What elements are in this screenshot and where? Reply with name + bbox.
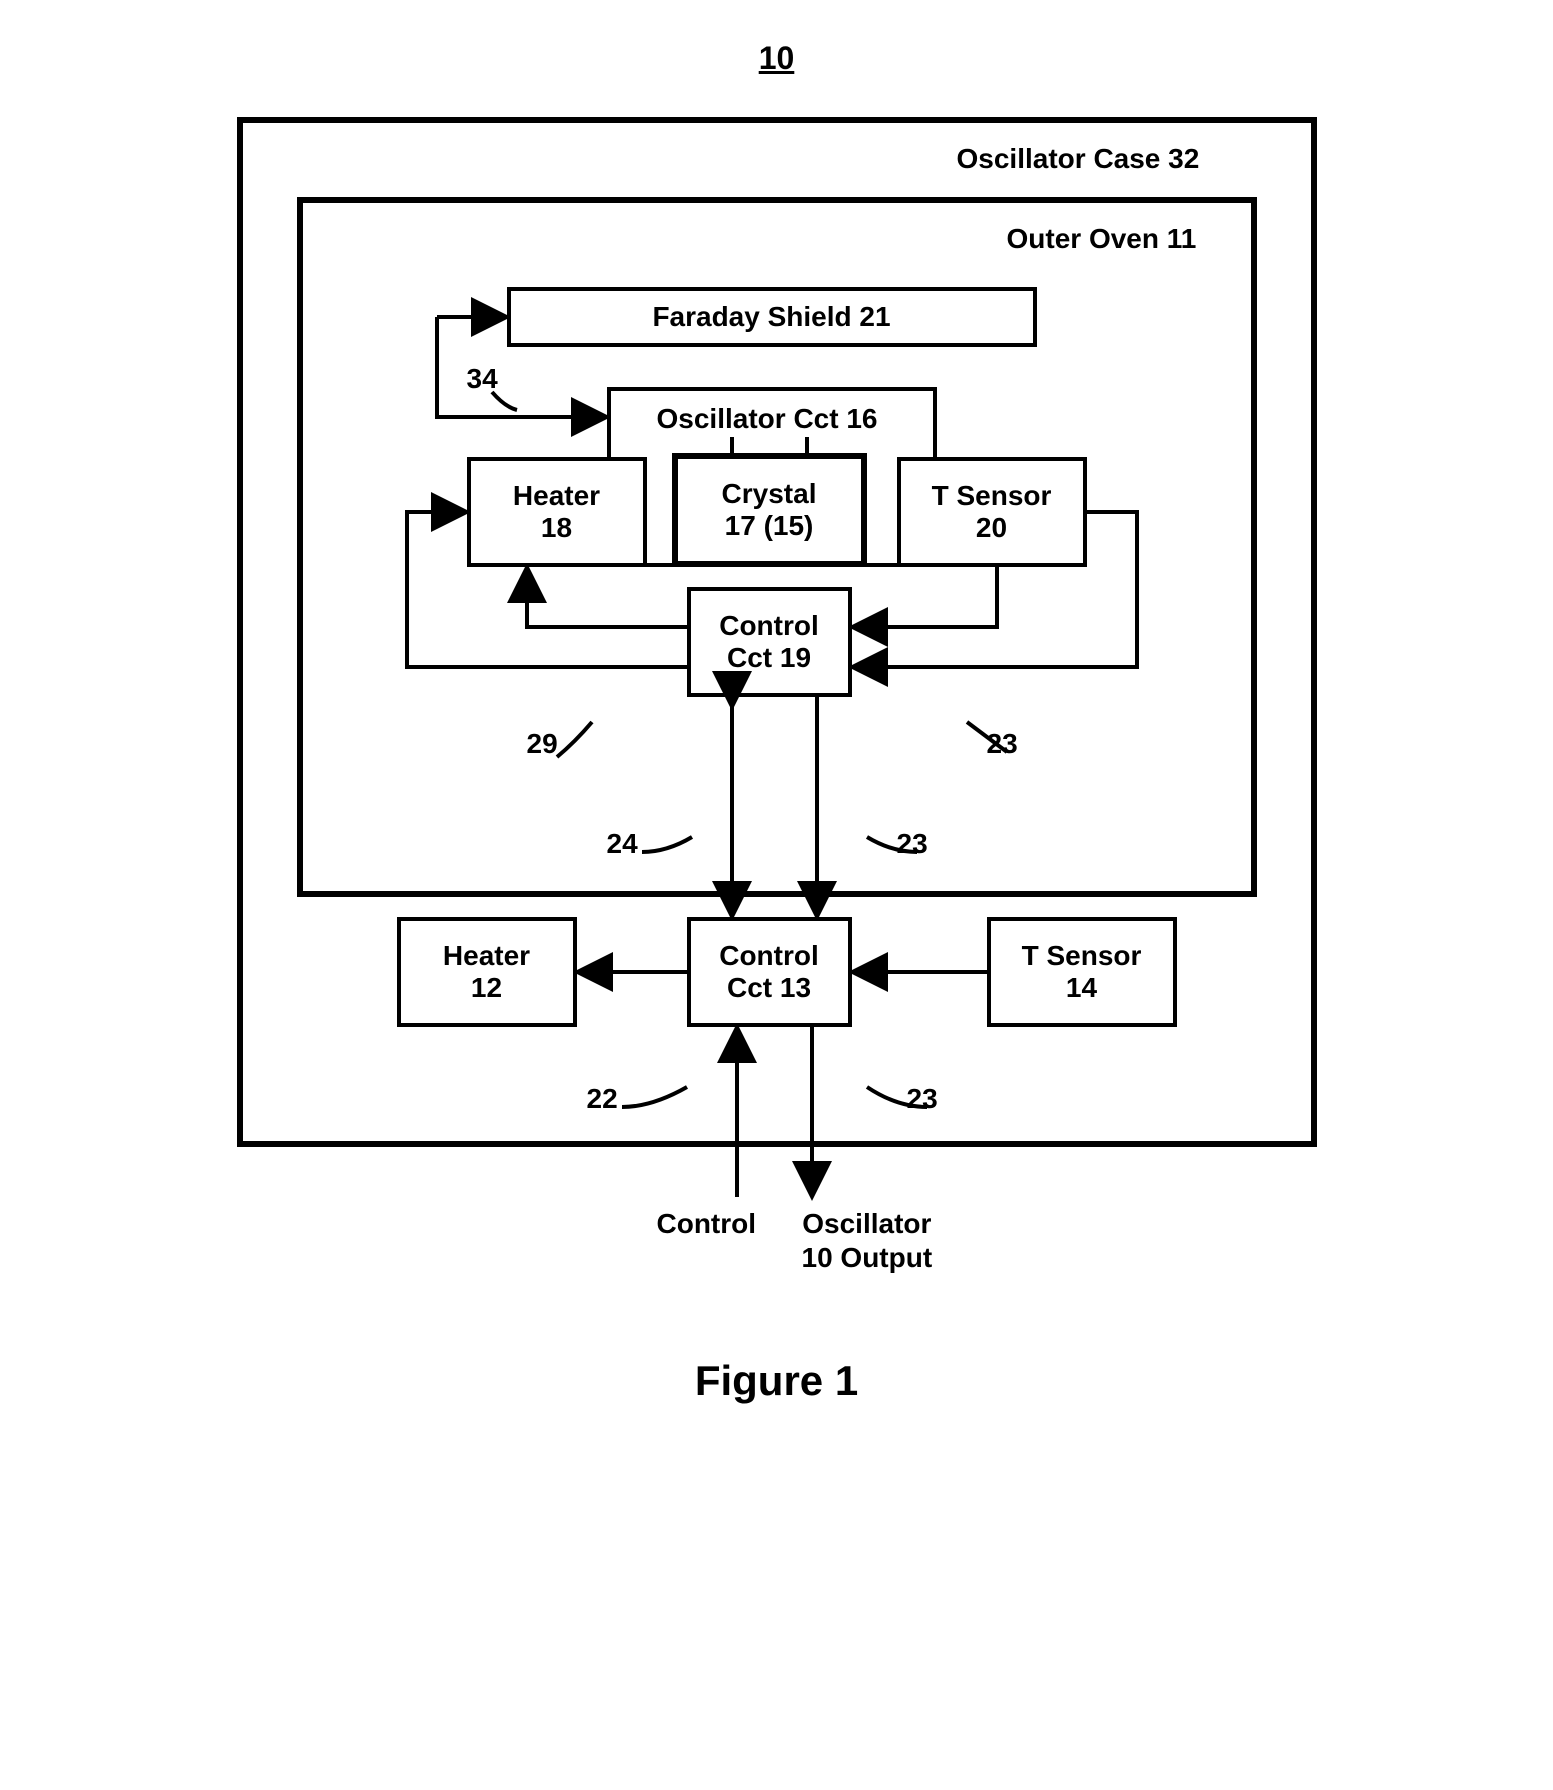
crystal-label1: Crystal xyxy=(722,478,817,510)
control-cct-inner-label1: Control xyxy=(719,610,819,642)
outer-oven-label: Outer Oven 11 xyxy=(1007,222,1197,256)
heater-outer-box: Heater 12 xyxy=(397,917,577,1027)
faraday-shield-box: Faraday Shield 21 xyxy=(507,287,1037,347)
heater-outer-label2: 12 xyxy=(471,972,502,1004)
oscillator-cct-label: Oscillator Cct 16 xyxy=(657,402,878,436)
output-io-label: Oscillator 10 Output xyxy=(802,1207,933,1274)
control-cct-outer-box: Control Cct 13 xyxy=(687,917,852,1027)
faraday-shield-label: Faraday Shield 21 xyxy=(511,291,1033,343)
control-cct-outer-label1: Control xyxy=(719,940,819,972)
t-sensor-outer-box: T Sensor 14 xyxy=(987,917,1177,1027)
figure-number: 10 xyxy=(40,40,1513,77)
control-cct-outer-label2: Cct 13 xyxy=(727,972,811,1004)
callout-24: 24 xyxy=(607,827,638,861)
crystal-box: Crystal 17 (15) xyxy=(672,453,867,567)
callout-22: 22 xyxy=(587,1082,618,1116)
heater-inner-box: Heater 18 xyxy=(467,457,647,567)
callout-29: 29 xyxy=(527,727,558,761)
callout-23-bottom: 23 xyxy=(907,1082,938,1116)
control-cct-inner-box: Control Cct 19 xyxy=(687,587,852,697)
t-sensor-inner-box: T Sensor 20 xyxy=(897,457,1087,567)
oscillator-case-label: Oscillator Case 32 xyxy=(957,142,1200,176)
t-sensor-inner-label2: 20 xyxy=(976,512,1007,544)
callout-34: 34 xyxy=(467,362,498,396)
t-sensor-outer-label1: T Sensor xyxy=(1022,940,1142,972)
heater-inner-label2: 18 xyxy=(541,512,572,544)
t-sensor-outer-label2: 14 xyxy=(1066,972,1097,1004)
figure-caption: Figure 1 xyxy=(40,1357,1513,1405)
callout-23-inner: 23 xyxy=(987,727,1018,761)
control-io-label: Control xyxy=(657,1207,757,1241)
heater-inner-label1: Heater xyxy=(513,480,600,512)
t-sensor-inner-label1: T Sensor xyxy=(932,480,1052,512)
crystal-label2: 17 (15) xyxy=(725,510,814,542)
diagram-container: Oscillator Case 32 Outer Oven 11 Faraday… xyxy=(177,97,1377,1297)
callout-23-mid: 23 xyxy=(897,827,928,861)
heater-outer-label1: Heater xyxy=(443,940,530,972)
control-cct-inner-label2: Cct 19 xyxy=(727,642,811,674)
